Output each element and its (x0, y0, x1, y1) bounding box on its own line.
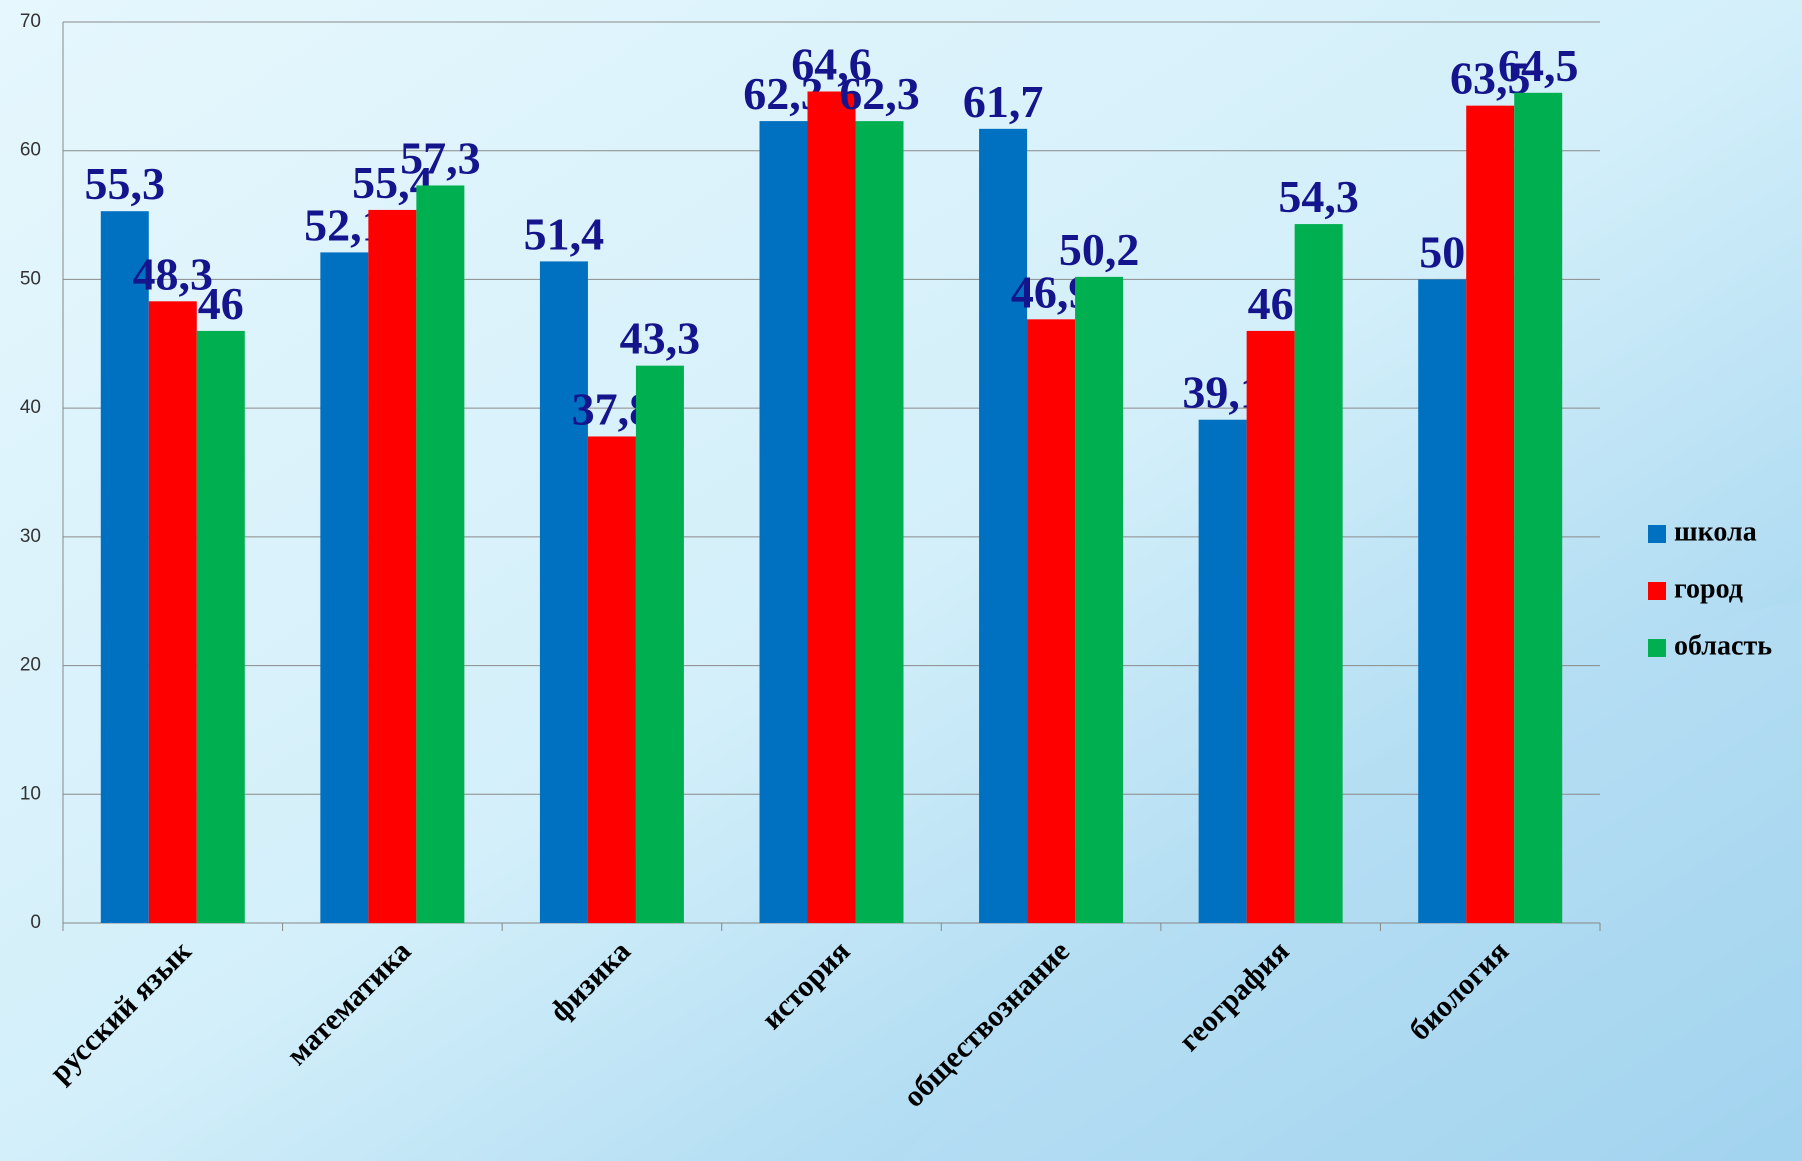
value-label: 51,4 (524, 208, 605, 259)
legend-swatch (1648, 639, 1666, 657)
value-label: 62,3 (839, 68, 920, 119)
value-label: 46 (1248, 278, 1294, 329)
value-label: 43,3 (620, 313, 701, 364)
y-tick-label: 30 (20, 526, 41, 547)
bar (759, 121, 808, 924)
value-label: 50,2 (1059, 224, 1140, 275)
bar (1418, 279, 1467, 923)
bar (148, 301, 197, 923)
value-label: 64,5 (1498, 40, 1579, 91)
y-tick-label: 10 (20, 783, 41, 804)
legend-swatch (1648, 525, 1666, 543)
bar (1246, 330, 1295, 923)
legend-swatch (1648, 582, 1666, 600)
value-label: 54,3 (1278, 171, 1359, 222)
value-label: 48,3 (133, 248, 214, 299)
bar (320, 252, 369, 924)
bar (196, 330, 245, 923)
bar (807, 91, 856, 923)
legend-label: город (1674, 573, 1743, 604)
value-label: 55,3 (85, 158, 166, 209)
bar (100, 211, 149, 923)
y-tick-label: 70 (20, 11, 41, 32)
y-tick-label: 20 (20, 655, 41, 676)
bar (368, 209, 417, 923)
bar (979, 128, 1028, 923)
legend-label: школа (1674, 516, 1757, 547)
value-label: 57,3 (400, 132, 481, 183)
bar (1294, 224, 1343, 923)
y-tick-label: 40 (20, 397, 41, 418)
y-tick-label: 60 (20, 140, 41, 161)
bar (1466, 105, 1515, 923)
bar (539, 261, 588, 923)
bar (416, 185, 465, 923)
bar (1514, 92, 1563, 924)
value-label: 50 (1419, 226, 1465, 277)
legend-label: область (1674, 630, 1772, 661)
decor (900, 600, 1802, 1161)
bar (1198, 419, 1247, 923)
value-label: 46 (198, 278, 244, 329)
y-tick-label: 0 (30, 912, 41, 933)
bar (1075, 276, 1124, 924)
bar (855, 121, 904, 924)
bar (635, 365, 684, 924)
value-label: 64,6 (791, 39, 872, 90)
y-tick-label: 50 (20, 268, 41, 289)
value-label: 61,7 (963, 76, 1044, 127)
bar (1027, 319, 1076, 924)
bar (587, 436, 636, 923)
